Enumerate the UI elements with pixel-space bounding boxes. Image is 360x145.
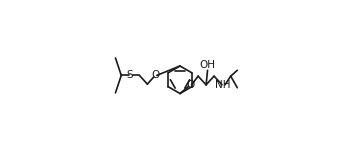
Text: O: O — [151, 70, 159, 80]
Text: O: O — [186, 80, 194, 90]
Text: S: S — [127, 70, 133, 80]
Text: NH: NH — [215, 80, 230, 90]
Text: OH: OH — [199, 60, 216, 69]
